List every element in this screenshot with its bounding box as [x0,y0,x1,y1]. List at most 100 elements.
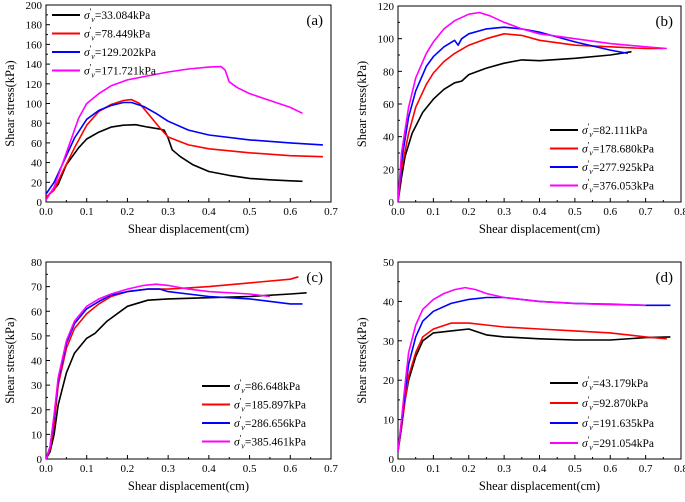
legend-sub: v [589,403,593,412]
legend-sigma: σ [84,10,91,22]
legend: σ'v=82.111kPaσ'v=178.680kPaσ'v=277.925kP… [550,122,654,195]
y-tick-label: 120 [26,79,43,91]
legend-value: =92.870kPa [593,398,648,410]
y-tick-label: 180 [26,20,43,32]
x-tick-label: 0.3 [497,206,511,218]
legend-value: =43.179kPa [593,378,648,390]
x-tick-label: 0.1 [80,206,94,218]
x-tick-label: 0.3 [161,206,175,218]
x-tick-label: 0.4 [533,463,547,475]
legend-sigma: σ [234,400,241,412]
y-tick-label: 40 [31,158,43,170]
series-line-4 [46,283,270,459]
legend-entry: σ'v=277.925kPa [582,159,654,176]
y-tick-label: 0 [389,197,395,209]
legend-value: =178.680kPa [593,144,654,156]
x-tick-label: 0.7 [639,463,653,475]
y-tick-label: 100 [378,34,395,46]
series-line-4 [398,286,646,452]
y-tick-label: 30 [31,380,43,392]
legend-prime: ' [240,415,242,425]
x-tick-label: 0.7 [324,206,338,218]
y-tick-label: 120 [378,1,395,13]
series-line-3 [46,288,303,459]
series-line-2 [46,276,299,459]
legend-entry: σ'v=129.202kPa [84,44,156,61]
legend-value: =86.648kPa [245,381,300,393]
legend-entry: σ'v=286.656kPa [234,415,306,432]
legend-entry: σ'v=86.648kPa [234,378,300,395]
legend-sigma: σ [84,47,91,59]
series-line-4 [46,65,303,201]
x-tick-label: 0.1 [427,206,441,218]
legend-sigma: σ [582,144,589,156]
legend-sigma: σ [582,181,589,193]
legend-prime: ' [588,435,590,445]
legend-sub: v [91,34,95,43]
y-tick-label: 60 [383,99,395,111]
legend-sub: v [241,442,245,451]
y-axis-title: Shear stress(kPa) [3,60,17,146]
y-tick-label: 140 [26,59,43,71]
legend-sigma: σ [234,381,241,393]
x-tick-label: 0.0 [39,463,53,475]
legend-prime: ' [90,26,92,36]
legend-sigma: σ [234,418,241,430]
series-line-4 [398,11,667,202]
legend-value: =33.084kPa [95,10,150,22]
x-axis-title: Shear displacement(cm) [479,479,600,493]
y-tick-label: 70 [31,282,43,294]
legend-sigma: σ [84,29,91,41]
x-tick-label: 0.2 [462,463,476,475]
y-tick-label: 20 [31,405,43,417]
legend-prime: ' [240,378,242,388]
legend-sub: v [91,15,95,24]
x-tick-label: 0.6 [283,206,297,218]
series-line-3 [398,26,629,202]
legend-sub: v [589,186,593,195]
y-tick-label: 20 [383,375,395,387]
legend-entry: σ'v=78.449kPa [84,26,150,43]
x-tick-label: 0.3 [497,463,511,475]
legend-sub: v [241,423,245,432]
chart-panel-1: 0.0 0.1 0.2 0.3 0.4 0.5 0.6 0.7 0 20 40 60 80 100 120 1… [3,0,338,236]
panel-label: (b) [656,14,674,30]
legend-sigma: σ [234,437,241,449]
x-tick-label: 0.7 [324,463,338,475]
series-line-1 [46,292,307,459]
y-tick-label: 20 [31,177,43,189]
legend-prime: ' [588,415,590,425]
x-tick-label: 0.6 [283,463,297,475]
series-line-1 [398,50,632,202]
legend-sub: v [589,383,593,392]
legend: σ'v=33.084kPaσ'v=78.449kPaσ'v=129.202kPa… [52,7,156,80]
x-tick-label: 0.3 [161,463,175,475]
legend-sigma: σ [582,398,589,410]
chart-panel-3: 0.0 0.1 0.2 0.3 0.4 0.5 0.6 0.7 0 10 20 30 40 50 60 70 8… [3,257,338,493]
legend-entry: σ'v=385.461kPa [234,434,306,451]
x-tick-label: 0.2 [121,463,135,475]
legend-entry: σ'v=178.680kPa [582,141,654,158]
legend-prime: ' [588,141,590,151]
y-tick-label: 50 [31,331,43,343]
legend-value: =286.656kPa [245,418,306,430]
y-tick-label: 100 [26,99,43,111]
x-tick-label: 0.7 [639,206,653,218]
legend-sigma: σ [582,378,589,390]
legend-value: =171.721kPa [95,66,156,78]
x-tick-label: 0.2 [121,206,135,218]
legend-value: =191.635kPa [593,418,654,430]
series-line-1 [398,328,671,452]
y-tick-label: 0 [389,454,395,466]
legend-entry: σ'v=185.897kPa [234,397,306,414]
x-tick-label: 0.1 [80,463,94,475]
y-tick-label: 20 [383,164,395,176]
legend-sub: v [589,443,593,452]
legend-prime: ' [90,44,92,54]
y-axis-title: Shear stress(kPa) [355,317,369,403]
y-tick-label: 40 [383,132,395,144]
series-line-2 [398,33,664,202]
y-tick-label: 200 [26,0,43,12]
legend-sigma: σ [582,125,589,137]
